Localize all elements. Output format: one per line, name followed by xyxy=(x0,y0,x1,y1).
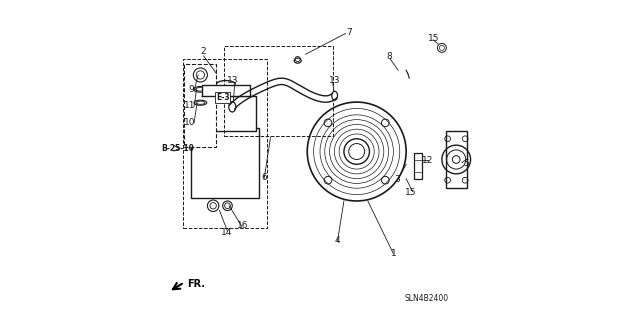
Text: 11: 11 xyxy=(184,101,196,110)
Ellipse shape xyxy=(332,91,337,100)
Ellipse shape xyxy=(294,58,301,63)
Text: B-25-10: B-25-10 xyxy=(161,144,194,153)
FancyBboxPatch shape xyxy=(446,131,467,188)
FancyBboxPatch shape xyxy=(184,64,216,147)
FancyBboxPatch shape xyxy=(196,96,256,131)
Text: 13: 13 xyxy=(227,76,238,85)
Text: 10: 10 xyxy=(184,118,196,127)
Text: 3: 3 xyxy=(395,175,401,184)
Text: SLN4B2400: SLN4B2400 xyxy=(405,294,449,303)
Text: 1: 1 xyxy=(391,249,397,258)
Text: 13: 13 xyxy=(329,76,340,85)
Text: 8: 8 xyxy=(387,52,392,61)
FancyBboxPatch shape xyxy=(191,128,259,198)
Text: 5: 5 xyxy=(463,159,469,168)
Text: 15: 15 xyxy=(428,34,440,43)
Text: 16: 16 xyxy=(237,221,248,230)
FancyBboxPatch shape xyxy=(414,153,422,179)
Text: 7: 7 xyxy=(346,28,351,37)
Text: 12: 12 xyxy=(422,156,433,165)
Text: E-3: E-3 xyxy=(216,93,230,102)
Text: 14: 14 xyxy=(221,228,232,237)
Text: 4: 4 xyxy=(334,236,340,245)
Text: 15: 15 xyxy=(405,188,417,197)
Polygon shape xyxy=(202,85,250,96)
Text: FR.: FR. xyxy=(187,279,205,289)
Text: 2: 2 xyxy=(200,47,205,56)
Ellipse shape xyxy=(228,102,236,112)
Text: 9: 9 xyxy=(188,85,194,94)
Text: 6: 6 xyxy=(261,173,267,182)
